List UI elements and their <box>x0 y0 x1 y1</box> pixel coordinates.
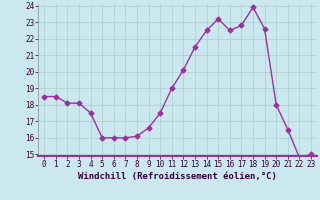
X-axis label: Windchill (Refroidissement éolien,°C): Windchill (Refroidissement éolien,°C) <box>78 172 277 181</box>
